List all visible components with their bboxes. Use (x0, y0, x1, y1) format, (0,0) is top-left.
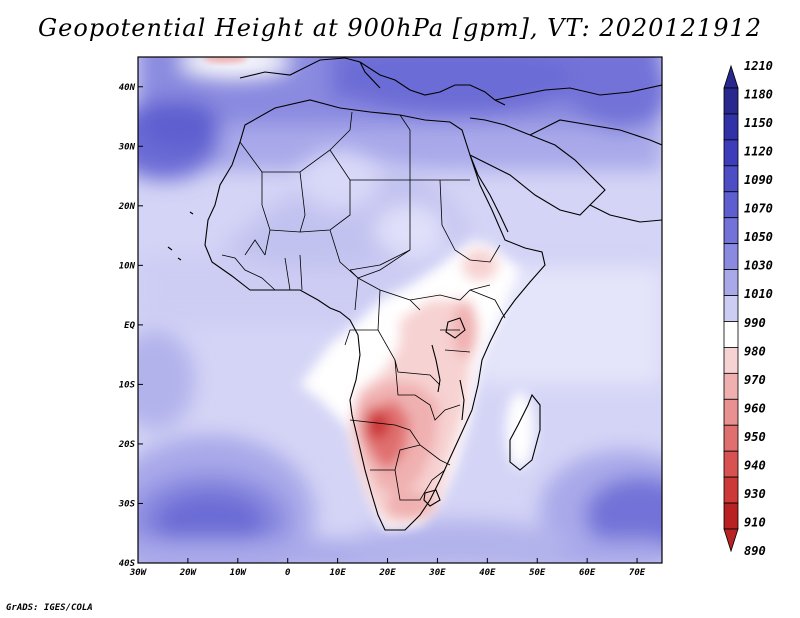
plot-frame (137, 56, 663, 564)
country-borders (221, 111, 506, 501)
colorbar-label: 1210 (744, 59, 773, 73)
colorbar-segment (723, 87, 739, 115)
lat-label: EQ (124, 321, 135, 331)
colorbar-segment (723, 217, 739, 245)
lon-label: 30E (428, 568, 446, 578)
colorbar-segment (723, 113, 739, 141)
coastlines (167, 57, 662, 531)
colorbar-segment (723, 502, 739, 530)
lon-label: 20W (179, 568, 198, 578)
lon-label: 70E (629, 568, 646, 578)
lon-label: 10E (329, 568, 346, 578)
lat-label: 40S (119, 559, 136, 569)
colorbar-label: 980 (744, 344, 766, 358)
colorbar-segment (723, 269, 739, 296)
colorbar-label: 970 (744, 373, 766, 387)
lat-label: 20N (118, 202, 136, 212)
map-title: Geopotential Height at 900hPa [gpm], VT:… (38, 14, 762, 42)
colorbar-label: 1150 (744, 116, 773, 130)
colorbar-label: 1010 (744, 287, 773, 301)
lon-label: 40E (479, 568, 496, 578)
colorbar-segment (723, 476, 739, 504)
lat-label: 40N (119, 83, 136, 93)
lon-label: 50E (529, 568, 546, 578)
colorbar-label: 960 (744, 401, 766, 415)
colorbar-label: 990 (744, 316, 766, 330)
colorbar-label: 910 (744, 515, 766, 529)
colorbar-label: 950 (744, 430, 766, 444)
colorbar-segment (723, 424, 739, 452)
axes: 30W 20W 10W 0 10E 20E 30E 40E 50E 60E 70E 40N 30N 20N… (118, 83, 646, 578)
lon-label: 0 (285, 568, 291, 578)
colorbar-segment (723, 347, 739, 374)
footer-credit: GrADS: IGES/COLA (6, 603, 93, 613)
colorbar-segment (723, 321, 739, 348)
height-field (138, 57, 662, 563)
colorbar-bottom-arrow (723, 528, 739, 553)
colorbar-segment (723, 243, 739, 270)
colorbar-label: 1090 (744, 173, 773, 187)
colorbar-segment (723, 450, 739, 478)
lat-label: 30S (118, 499, 136, 509)
colorbar-label: 1030 (744, 259, 773, 273)
colorbar-segment (723, 139, 739, 167)
lon-label: 20E (378, 568, 396, 578)
colorbar-top-arrow (723, 64, 739, 89)
lat-label: 20S (118, 440, 136, 450)
lat-label: 30N (118, 142, 136, 152)
colorbar: 1210 1180 1150 1120 1090 1070 1050 1030 1010 990 9… (723, 59, 773, 558)
colorbar-segment (723, 295, 739, 322)
colorbar-label: 1180 (744, 88, 773, 102)
colorbar-label: 890 (744, 544, 766, 558)
colorbar-segment (723, 372, 739, 400)
colorbar-segment (723, 398, 739, 426)
lon-label: 10W (230, 568, 248, 578)
colorbar-segment (723, 165, 739, 193)
colorbar-label: 1120 (744, 145, 773, 159)
lon-label: 60E (579, 568, 596, 578)
colorbar-segment (723, 191, 739, 219)
colorbar-label: 930 (744, 487, 766, 501)
colorbar-label: 1070 (744, 202, 773, 216)
colorbar-label: 1050 (744, 230, 773, 244)
colorbar-label: 940 (744, 458, 766, 472)
lat-label: 10S (119, 380, 136, 390)
lon-label: 30W (129, 568, 148, 578)
lat-label: 10N (119, 261, 136, 271)
